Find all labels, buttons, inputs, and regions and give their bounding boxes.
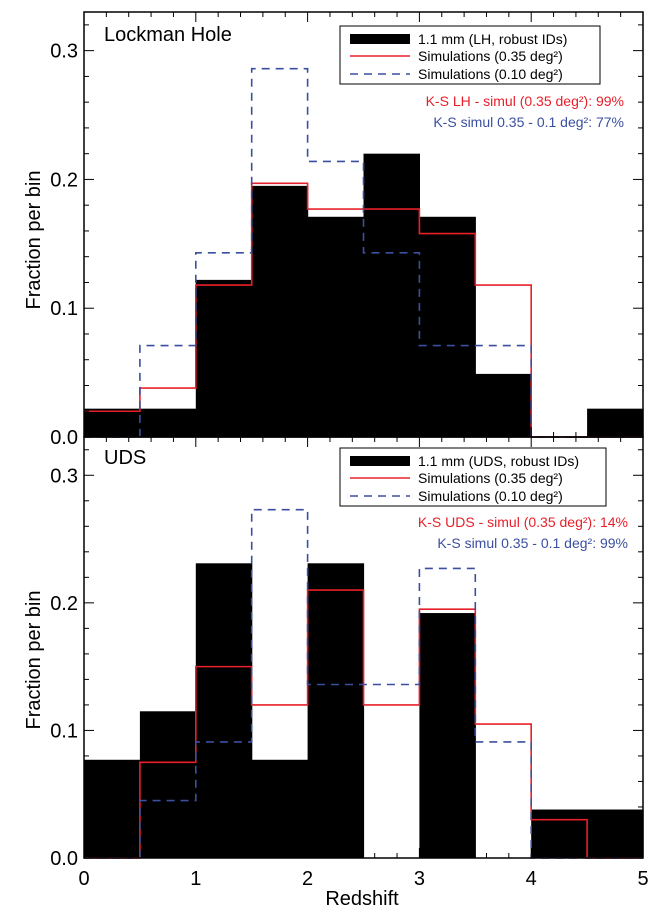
ks-annotation: K-S UDS - simul (0.35 deg²): 14%: [418, 514, 628, 530]
x-tick-label: 5: [637, 868, 648, 890]
histogram-bar: [251, 185, 309, 437]
panel-label: Lockman Hole: [104, 24, 232, 46]
x-axis-label: Redshift: [325, 888, 399, 910]
legend: 1.1 mm (LH, robust IDs) Simulations (0.3…: [339, 25, 601, 85]
y-tick-label: 0.3: [50, 465, 78, 487]
ks-annotation: K-S simul 0.35 - 0.1 deg²: 77%: [433, 114, 624, 130]
legend-swatch-filled: [350, 456, 410, 466]
step-line-sim-0.10: [84, 508, 643, 859]
histogram-bar: [363, 153, 420, 437]
y-tick-label: 0.0: [50, 848, 78, 870]
legend: 1.1 mm (UDS, robust IDs) Simulations (0.…: [339, 447, 607, 507]
legend-entry: Simulations (0.35 deg²): [418, 48, 563, 64]
x-tick-label: 2: [302, 868, 313, 890]
x-tick-label: 0: [78, 868, 89, 890]
histogram-bar: [419, 613, 476, 858]
legend-swatch-filled: [350, 34, 410, 44]
histogram-bar: [195, 279, 253, 437]
histogram-bar: [587, 408, 644, 437]
y-tick-label: 0.3: [50, 41, 78, 63]
histogram-bar: [84, 759, 141, 858]
x-tick-label: 3: [414, 868, 425, 890]
panel-uds: UDS Fraction per bin 1.1 mm (UDS, robust…: [23, 436, 649, 890]
legend-entry: Simulations (0.10 deg²): [418, 488, 563, 504]
histogram-bar: [139, 711, 197, 858]
x-tick-label: 1: [190, 868, 201, 890]
panel-lockman-hole: Lockman Hole Fraction per bin 1.1 mm (LH…: [23, 11, 644, 449]
histogram-bar: [251, 759, 309, 858]
histogram-bar: [307, 563, 365, 858]
histogram-bar: [531, 809, 588, 858]
y-axis-label: Fraction per bin: [23, 591, 45, 730]
y-tick-label: 0.2: [50, 169, 78, 191]
histogram-bar: [587, 809, 644, 858]
histogram-bar: [195, 563, 253, 858]
legend-entry: Simulations (0.35 deg²): [418, 470, 563, 486]
histogram-bar: [475, 373, 532, 437]
legend-entry: 1.1 mm (UDS, robust IDs): [418, 453, 579, 469]
y-tick-label: 0.1: [50, 298, 78, 320]
y-tick-label: 0.0: [50, 427, 78, 449]
step-line-sim-0.10: [84, 67, 643, 438]
legend-entry: Simulations (0.10 deg²): [418, 66, 563, 82]
step-line-sim-0.35: [84, 182, 643, 438]
histogram-bar: [84, 408, 141, 437]
ks-annotation: K-S simul 0.35 - 0.1 deg²: 99%: [437, 535, 628, 551]
x-tick-label: 4: [526, 868, 537, 890]
histogram-bar: [419, 216, 476, 437]
histogram-bar: [307, 216, 365, 437]
ks-annotation: K-S LH - simul (0.35 deg²): 99%: [426, 93, 624, 109]
plot-frame: [83, 436, 644, 859]
legend-entry: 1.1 mm (LH, robust IDs): [418, 31, 567, 47]
y-tick-label: 0.1: [50, 720, 78, 742]
y-axis-label: Fraction per bin: [23, 171, 45, 310]
panel-label: UDS: [104, 447, 146, 469]
y-tick-label: 0.2: [50, 593, 78, 615]
histogram-bar: [139, 408, 197, 437]
